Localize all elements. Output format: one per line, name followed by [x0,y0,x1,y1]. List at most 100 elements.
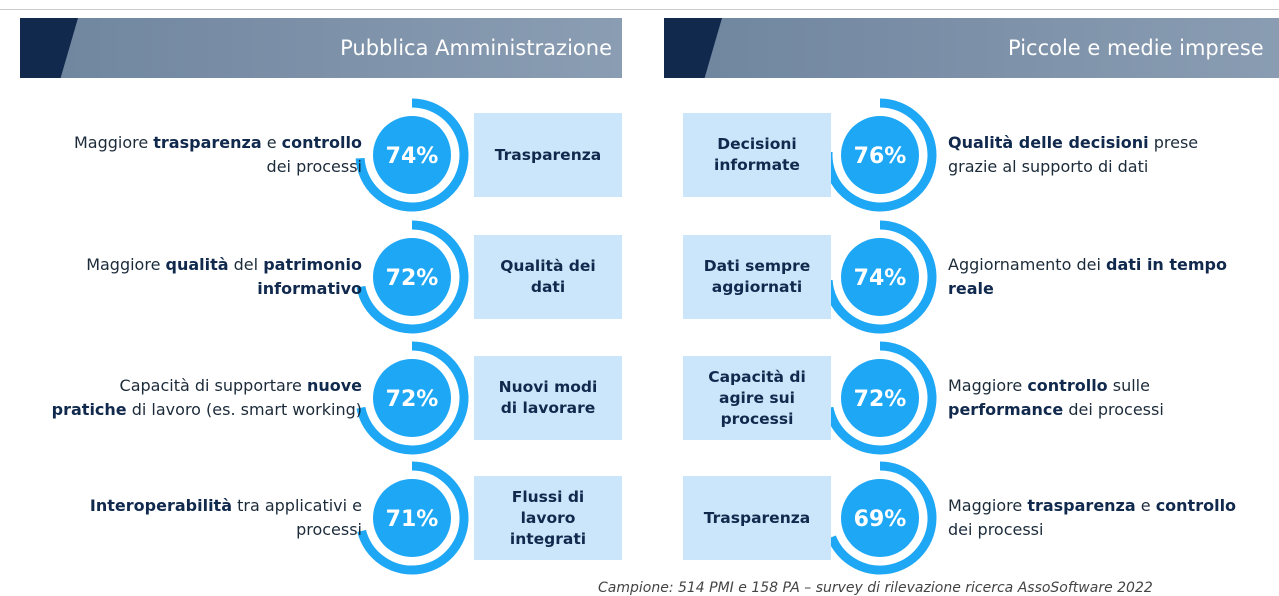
description-line: Maggiore controllo sulle [948,374,1164,398]
description-line: reale [948,277,1227,301]
text-run: pratiche [51,400,127,419]
ring-disc [841,479,919,557]
percent-label: 72% [386,387,439,412]
ring-arc [823,98,937,212]
text-run: dei processi [266,157,362,176]
percent-label: 72% [854,387,907,412]
ring-arc [827,461,937,575]
percent-label: 72% [386,266,439,291]
description-line: Interoperabilità tra applicativi e [90,494,362,518]
text-run: dei processi [948,520,1044,539]
text-run: Capacità di supportare [119,376,307,395]
percent-label: 74% [854,266,907,291]
description: Maggiore trasparenza e controllo dei proc… [74,131,362,179]
text-run: Aggiornamento dei [948,255,1106,274]
text-run: trasparenza [153,133,262,152]
description-line: Capacità di supportare nuove [52,374,362,398]
description: Maggiore trasparenza e controllo dei proc… [948,494,1236,542]
text-run: Qualità delle decisioni [948,133,1149,152]
tag-label: Dati sempre aggiornati [703,257,811,296]
text-run: Maggiore [86,255,166,274]
tag-box: Capacità di agire sui processi [683,356,831,440]
description: Qualità delle decisioni prese grazie al s… [948,131,1198,179]
ring-arc [823,220,937,334]
text-run: nuove [306,376,362,395]
ring-arc [824,341,937,455]
text-run: del [228,255,264,274]
text-run: prese [1148,133,1199,152]
ring-arc [356,220,469,334]
ring-arc [356,341,469,455]
ring-disc [373,116,451,194]
text-run: grazie al supporto di dati [948,157,1149,176]
description-line: dei processi [74,155,362,179]
text-run: trasparenza [1027,496,1136,515]
text-run: controllo [1027,376,1108,395]
text-run: informativo [257,279,362,298]
ring-arc [355,98,469,212]
tag-label: Trasparenza [494,145,602,164]
text-run: Maggiore [948,496,1028,515]
description: Aggiornamento dei dati in tempo reale [948,253,1227,301]
tag-box: Nuovi modi di lavorare [474,356,622,440]
description-line: Qualità delle decisioni prese [948,131,1198,155]
panel-title: Pubblica Amministrazione [340,36,612,60]
panel-header: Pubblica Amministrazione [20,18,622,78]
text-run: dati in tempo [1105,255,1227,274]
description: Maggiore qualità del patrimonio informati… [86,253,362,301]
percent-label: 76% [854,144,907,169]
tag-label: Nuovi modi di lavorare [498,378,598,417]
header-icon [20,18,78,78]
text-run: processi [296,520,362,539]
text-run: di lavoro (es. smart working) [126,400,362,419]
percent-label: 69% [854,507,907,532]
description-line: processi [90,518,362,542]
ring-disc [373,479,451,557]
text-run: reale [948,279,994,298]
description-line: performance dei processi [948,398,1164,422]
description-line: informativo [86,277,362,301]
text-run: Maggiore [73,133,154,152]
text-run: patrimonio [263,255,362,274]
description-line: pratiche di lavoro (es. smart working) [52,398,362,422]
text-run: performance [948,400,1064,419]
tag-box: Dati sempre aggiornati [683,235,831,319]
tag-label: Qualità dei dati [500,257,596,296]
tag-box: Trasparenza [683,476,831,560]
description: Interoperabilità tra applicativi e proces… [90,494,362,542]
text-run: controllo [1155,496,1237,515]
text-run: e [261,133,282,152]
panel-title: Piccole e medie imprese [1008,36,1264,60]
footer: Campione: 514 PMI e 158 PA – survey di r… [598,580,1153,596]
description-line: Maggiore qualità del patrimonio [86,253,362,277]
text-run: e [1135,496,1156,515]
description: Maggiore controllo sulle performance dei … [948,374,1164,422]
text-run: qualità [165,255,229,274]
panel-header: Piccole e medie imprese [664,18,1279,78]
text-run: controllo [281,133,362,152]
text-run: tra applicativi e [232,496,362,515]
description-line: grazie al supporto di dati [948,155,1198,179]
ring-disc [841,116,919,194]
tag-box: Qualità dei dati [474,235,622,319]
top-rule [0,9,1279,10]
text-run: dei processi [1063,400,1164,419]
tag-box: Flussi di lavoro integrati [474,476,622,560]
tag-label: Flussi di lavoro integrati [509,487,587,548]
ring-disc [373,238,451,316]
header-icon [664,18,722,78]
tag-label: Trasparenza [703,508,811,527]
description-line: Maggiore trasparenza e controllo [948,494,1236,518]
description-line: Maggiore trasparenza e controllo [74,131,362,155]
text-run: Maggiore [948,376,1028,395]
ring-disc [841,238,919,316]
tag-box: Trasparenza [474,113,622,197]
description-line: Aggiornamento dei dati in tempo [948,253,1227,277]
description: Capacità di supportare nuove pratiche di … [52,374,362,422]
description-line: dei processi [948,518,1236,542]
ring-disc [841,359,919,437]
ring-disc [373,359,451,437]
percent-label: 74% [386,144,439,169]
